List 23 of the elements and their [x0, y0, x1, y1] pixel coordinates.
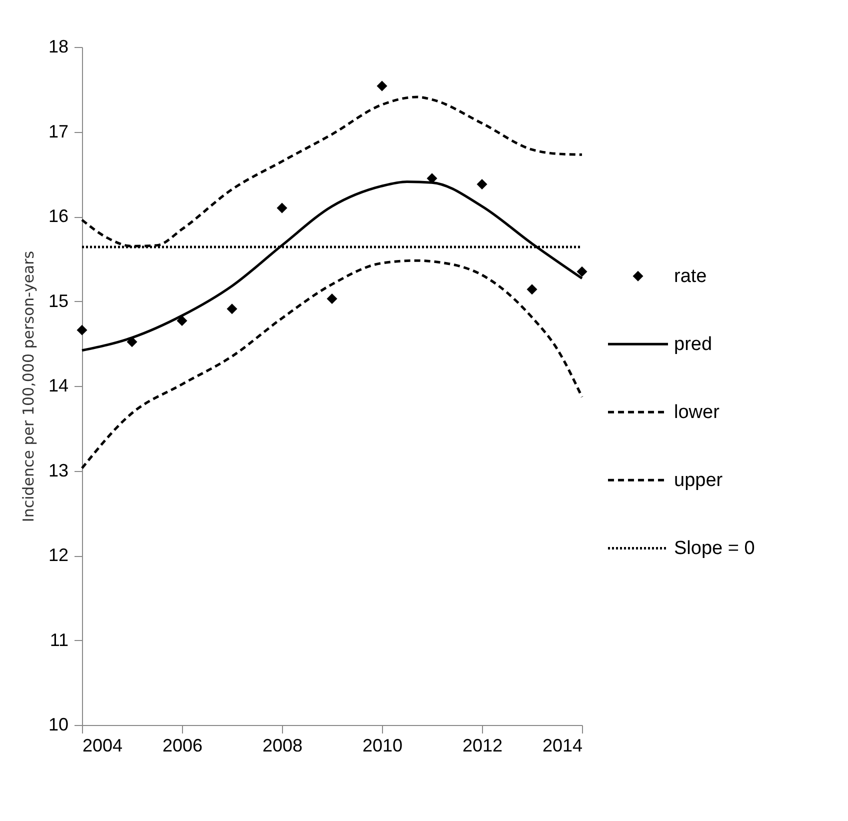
y-tick-label: 15 — [48, 290, 68, 311]
legend-label: pred — [674, 334, 712, 356]
y-tick-label: 10 — [48, 714, 68, 734]
legend-label: lower — [674, 402, 720, 424]
x-tick-label: 2012 — [462, 736, 503, 756]
y-tick-label: 13 — [48, 460, 68, 480]
y-tick-label: 18 — [48, 36, 68, 56]
x-tick-label: 2008 — [262, 736, 303, 756]
line-series — [80, 259, 584, 470]
y-tick-label: 12 — [48, 545, 68, 565]
legend-label: rate — [674, 266, 707, 288]
x-tick-label: 2010 — [362, 736, 403, 756]
y-tick-label: 17 — [48, 121, 68, 142]
x-tick-label: 2004 — [82, 736, 123, 756]
legend-label: upper — [674, 470, 724, 492]
legend-label: Slope = 0 — [674, 538, 755, 560]
line-series — [80, 96, 584, 248]
y-tick-label: 16 — [48, 206, 68, 226]
y-tick-label: 11 — [50, 630, 68, 650]
y-tick-label: 14 — [48, 376, 68, 396]
y-axis-title: Incidence per 100,000 person-years — [19, 250, 38, 522]
x-tick-label: 2006 — [162, 736, 203, 756]
x-tick-label: 2014 — [542, 736, 582, 756]
